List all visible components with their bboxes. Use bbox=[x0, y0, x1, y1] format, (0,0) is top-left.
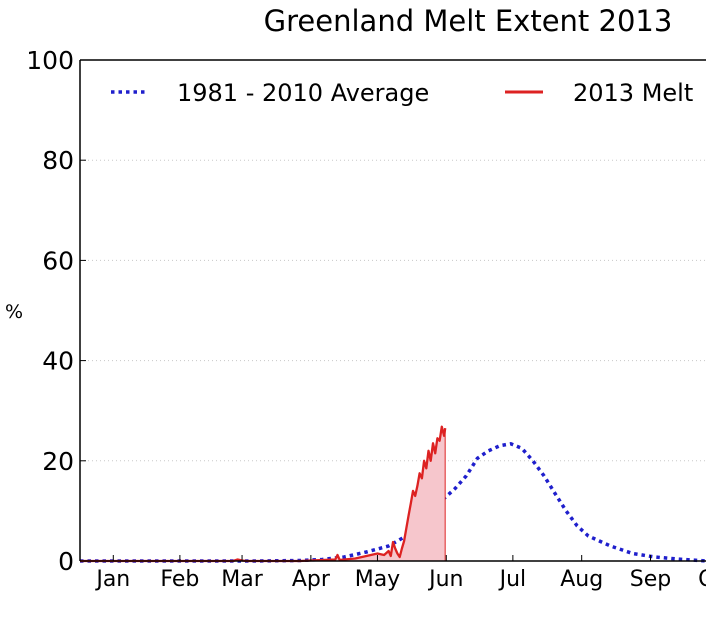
y-tick-label-80: 80 bbox=[42, 146, 74, 175]
grid-lines bbox=[80, 159, 706, 462]
y-tick-label-0: 0 bbox=[58, 547, 74, 576]
y-tick-label-20: 20 bbox=[42, 447, 74, 476]
series-fill-2013 bbox=[80, 426, 446, 561]
x-tick-label-mar: Mar bbox=[221, 567, 263, 592]
x-tick-label-jan: Jan bbox=[94, 567, 130, 592]
legend: 1981 - 2010 Average 2013 Melt bbox=[111, 79, 693, 107]
x-tick-label-apr: Apr bbox=[292, 567, 331, 592]
y-tick-label-60: 60 bbox=[42, 246, 74, 275]
x-tick-labels: Jan Feb Mar Apr May Jun Jul Aug Sep Oct bbox=[94, 555, 706, 592]
series-layer bbox=[80, 425, 706, 563]
x-tick-label-feb: Feb bbox=[160, 567, 199, 592]
x-tick-label-aug: Aug bbox=[560, 567, 603, 592]
x-tick-label-oct: Oct bbox=[698, 567, 706, 592]
series-line-average bbox=[80, 442, 706, 563]
y-axis-label: % bbox=[5, 301, 23, 323]
x-tick-label-jun: Jun bbox=[427, 567, 463, 592]
y-tick-labels: 0 20 40 60 80 100 bbox=[26, 46, 86, 576]
series-line-2013 bbox=[80, 425, 447, 563]
x-tick-label-sep: Sep bbox=[630, 567, 671, 592]
chart-title: Greenland Melt Extent 2013 bbox=[264, 4, 673, 38]
y-tick-label-100: 100 bbox=[26, 46, 74, 75]
legend-label-2013: 2013 Melt bbox=[573, 79, 693, 107]
y-tick-label-40: 40 bbox=[42, 347, 74, 376]
x-tick-label-jul: Jul bbox=[498, 567, 527, 592]
legend-label-average: 1981 - 2010 Average bbox=[177, 79, 429, 107]
x-tick-label-may: May bbox=[355, 567, 400, 592]
axes bbox=[79, 59, 706, 562]
